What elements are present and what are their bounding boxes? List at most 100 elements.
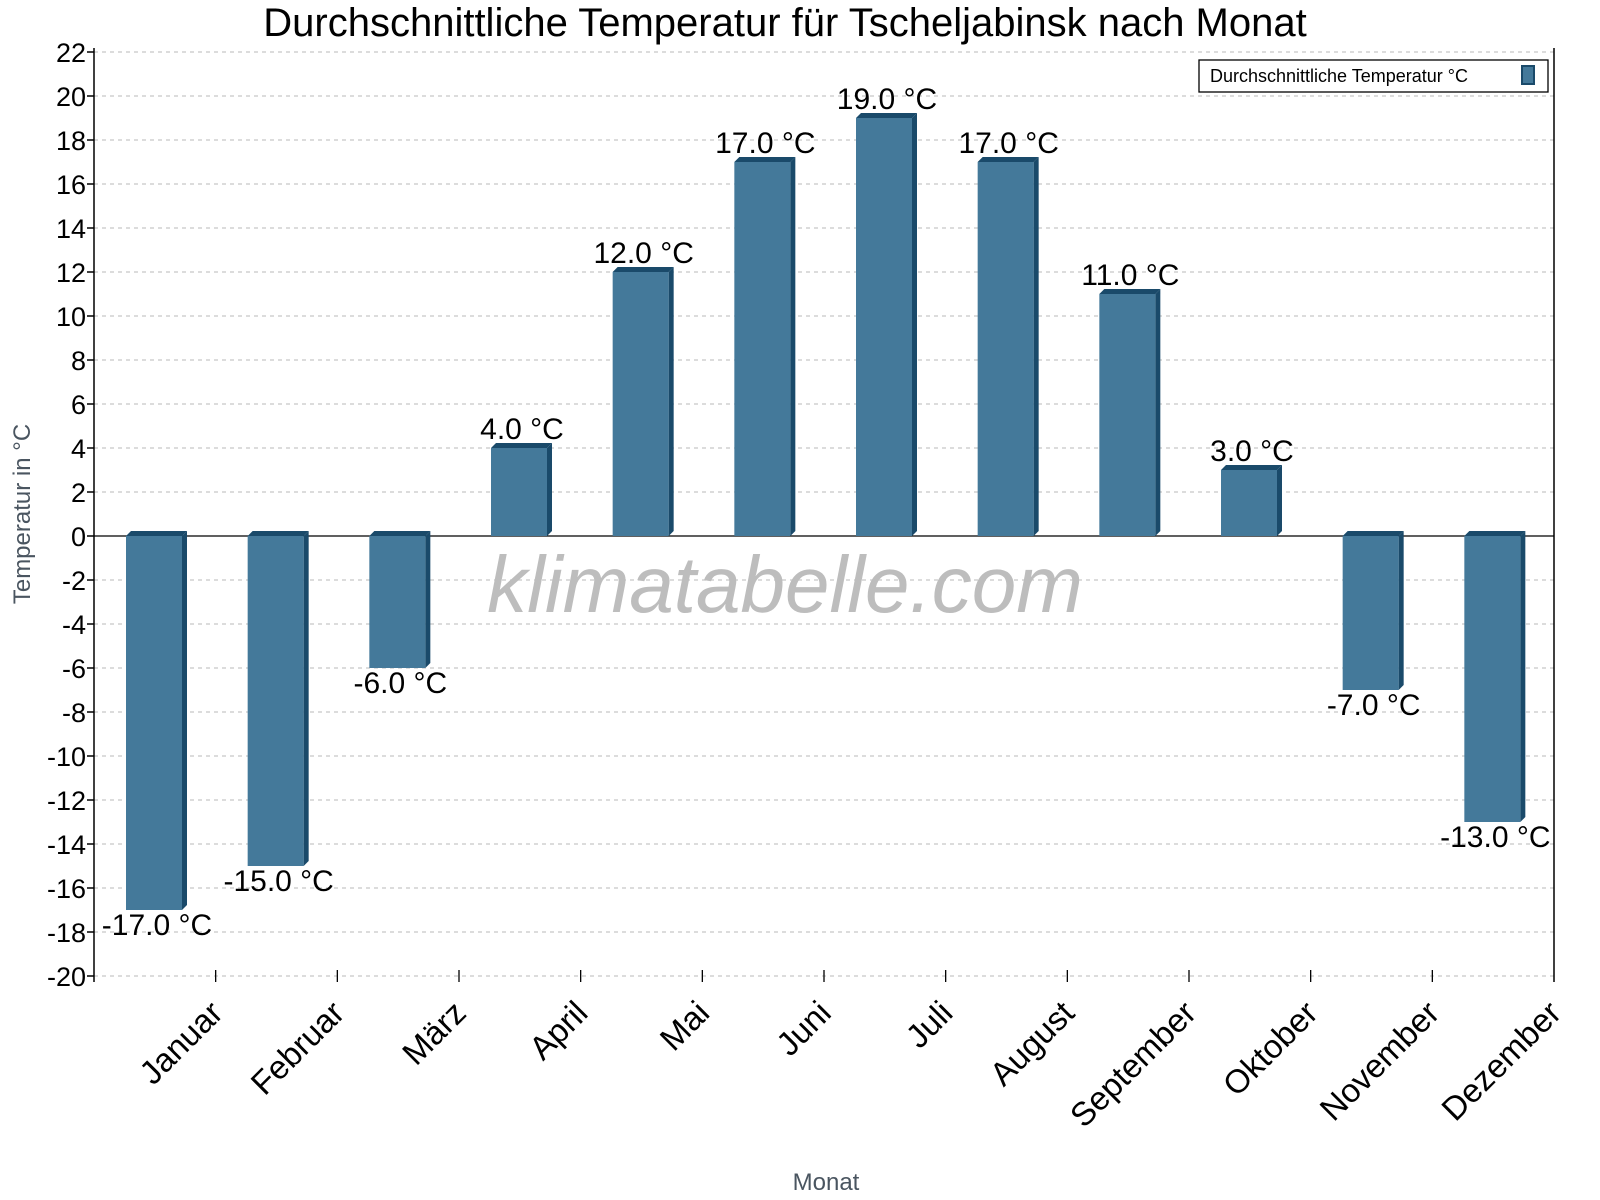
legend-box xyxy=(1198,59,1549,93)
y-tick-label: -6 xyxy=(62,654,86,684)
y-tick-label: -4 xyxy=(62,610,86,640)
watermark: klimatabelle.com xyxy=(487,540,1083,629)
bar-top xyxy=(856,113,917,118)
bar-top xyxy=(491,443,552,448)
y-axis: 2220181614121086420-2-4-6-8-10-12-14-16-… xyxy=(47,38,1555,992)
bar-value-label: -13.0 °C xyxy=(1440,821,1550,854)
legend-label: Durchschnittliche Temperatur °C xyxy=(1210,66,1468,86)
y-tick-label: 0 xyxy=(71,522,86,552)
bar-front xyxy=(1464,536,1521,822)
bar-side xyxy=(790,157,796,536)
y-tick-label: 6 xyxy=(71,390,86,420)
bar-side xyxy=(912,113,917,536)
bar-side xyxy=(547,443,552,536)
bar-top xyxy=(1099,289,1161,294)
bar-value-label: -17.0 °C xyxy=(102,909,212,942)
bar-top xyxy=(1464,531,1526,536)
legend-swatch xyxy=(1521,65,1535,85)
bar-side xyxy=(1033,157,1039,536)
x-tick-label: Februar xyxy=(243,994,351,1102)
bar-value-label: -6.0 °C xyxy=(353,667,447,700)
y-tick-label: 20 xyxy=(56,82,86,112)
x-tick-label: März xyxy=(395,994,473,1072)
bar: -7.0 °C xyxy=(1327,531,1421,722)
y-tick-label: 10 xyxy=(56,302,86,332)
x-tick-label: Juni xyxy=(769,994,838,1063)
bar: 3.0 °C xyxy=(1210,435,1294,536)
y-tick-label: -16 xyxy=(47,874,86,904)
bar-side xyxy=(303,531,309,866)
x-axis: Januar Februar März April Mai Juni Juli AugustS… xyxy=(132,970,1568,1134)
bar: -15.0 °C xyxy=(223,531,334,898)
bar-front xyxy=(612,272,669,536)
bar-side xyxy=(182,531,187,910)
legend: Durchschnittliche Temperatur °C xyxy=(1198,59,1549,93)
y-tick-label: 4 xyxy=(71,434,86,464)
bar-side xyxy=(425,531,431,668)
bar: 19.0 °C xyxy=(837,83,937,536)
bar-value-label: 19.0 °C xyxy=(837,83,937,116)
bar-value-label: 17.0 °C xyxy=(958,127,1058,160)
bar: 12.0 °C xyxy=(593,237,694,536)
x-tick-label: Oktober xyxy=(1215,994,1324,1103)
grid-lines xyxy=(94,51,1554,977)
x-tick-label: Dezember xyxy=(1434,994,1568,1128)
x-tick-label: Januar xyxy=(132,994,230,1092)
x-tick-label: August xyxy=(982,994,1081,1093)
bar-value-label: 17.0 °C xyxy=(715,127,815,160)
y-tick-label: -12 xyxy=(47,786,86,816)
y-axis-label: Temperatur in °C xyxy=(9,424,36,604)
y-tick-label: 14 xyxy=(56,214,86,244)
y-tick-label: 18 xyxy=(56,126,86,156)
bar: -17.0 °C xyxy=(102,531,212,942)
bar: 17.0 °C xyxy=(715,127,816,536)
bar-front xyxy=(491,448,547,536)
y-tick-label: -18 xyxy=(47,918,86,948)
bar: -13.0 °C xyxy=(1440,531,1551,854)
bar-value-label: -15.0 °C xyxy=(223,865,333,898)
y-tick-label: -20 xyxy=(47,962,86,992)
bar-top xyxy=(734,157,796,162)
bar: -6.0 °C xyxy=(353,531,447,700)
bar-front xyxy=(247,536,304,866)
bar-value-label: 12.0 °C xyxy=(593,237,693,270)
bar-side xyxy=(1277,465,1282,536)
bar-front xyxy=(977,162,1034,536)
y-tick-label: -2 xyxy=(62,566,86,596)
bar: 11.0 °C xyxy=(1081,259,1179,536)
bar-side xyxy=(668,267,674,536)
y-tick-label: 22 xyxy=(56,38,86,68)
x-axis-label: Monat xyxy=(793,1169,860,1196)
x-tick-label: November xyxy=(1312,994,1446,1128)
bar-front xyxy=(856,118,912,536)
bar-side xyxy=(1520,531,1526,822)
bar-value-label: -7.0 °C xyxy=(1327,689,1421,722)
bar-front xyxy=(126,536,182,910)
bar-top xyxy=(612,267,674,272)
bar-value-label: 3.0 °C xyxy=(1210,435,1294,468)
y-tick-label: 12 xyxy=(56,258,86,288)
bar-top xyxy=(1221,465,1282,470)
bar-front xyxy=(1099,294,1156,536)
x-tick-label: Mai xyxy=(652,994,716,1058)
bar-top xyxy=(369,531,431,536)
bar-front xyxy=(734,162,791,536)
y-tick-label: -10 xyxy=(47,742,86,772)
bar-front xyxy=(1342,536,1399,690)
x-tick-label: April xyxy=(522,994,595,1067)
bar: 4.0 °C xyxy=(480,413,564,536)
y-tick-label: -14 xyxy=(47,830,86,860)
bar-value-label: 4.0 °C xyxy=(480,413,564,446)
bar-front xyxy=(369,536,426,668)
y-tick-label: 2 xyxy=(71,478,86,508)
y-tick-label: 16 xyxy=(56,170,86,200)
x-tick-label: Juli xyxy=(898,994,959,1055)
y-tick-label: -8 xyxy=(62,698,86,728)
bar-side xyxy=(1398,531,1404,690)
bars: -17.0 °C -15.0 °C -6.0 °C 4.0 °C 12.0 °C 17.0… xyxy=(102,83,1551,942)
chart-title: Durchschnittliche Temperatur für Tschelj… xyxy=(263,1,1306,45)
bar-side xyxy=(1155,289,1161,536)
x-tick-label: September xyxy=(1063,994,1203,1134)
bar-top xyxy=(1342,531,1404,536)
bar-front xyxy=(1221,470,1277,536)
